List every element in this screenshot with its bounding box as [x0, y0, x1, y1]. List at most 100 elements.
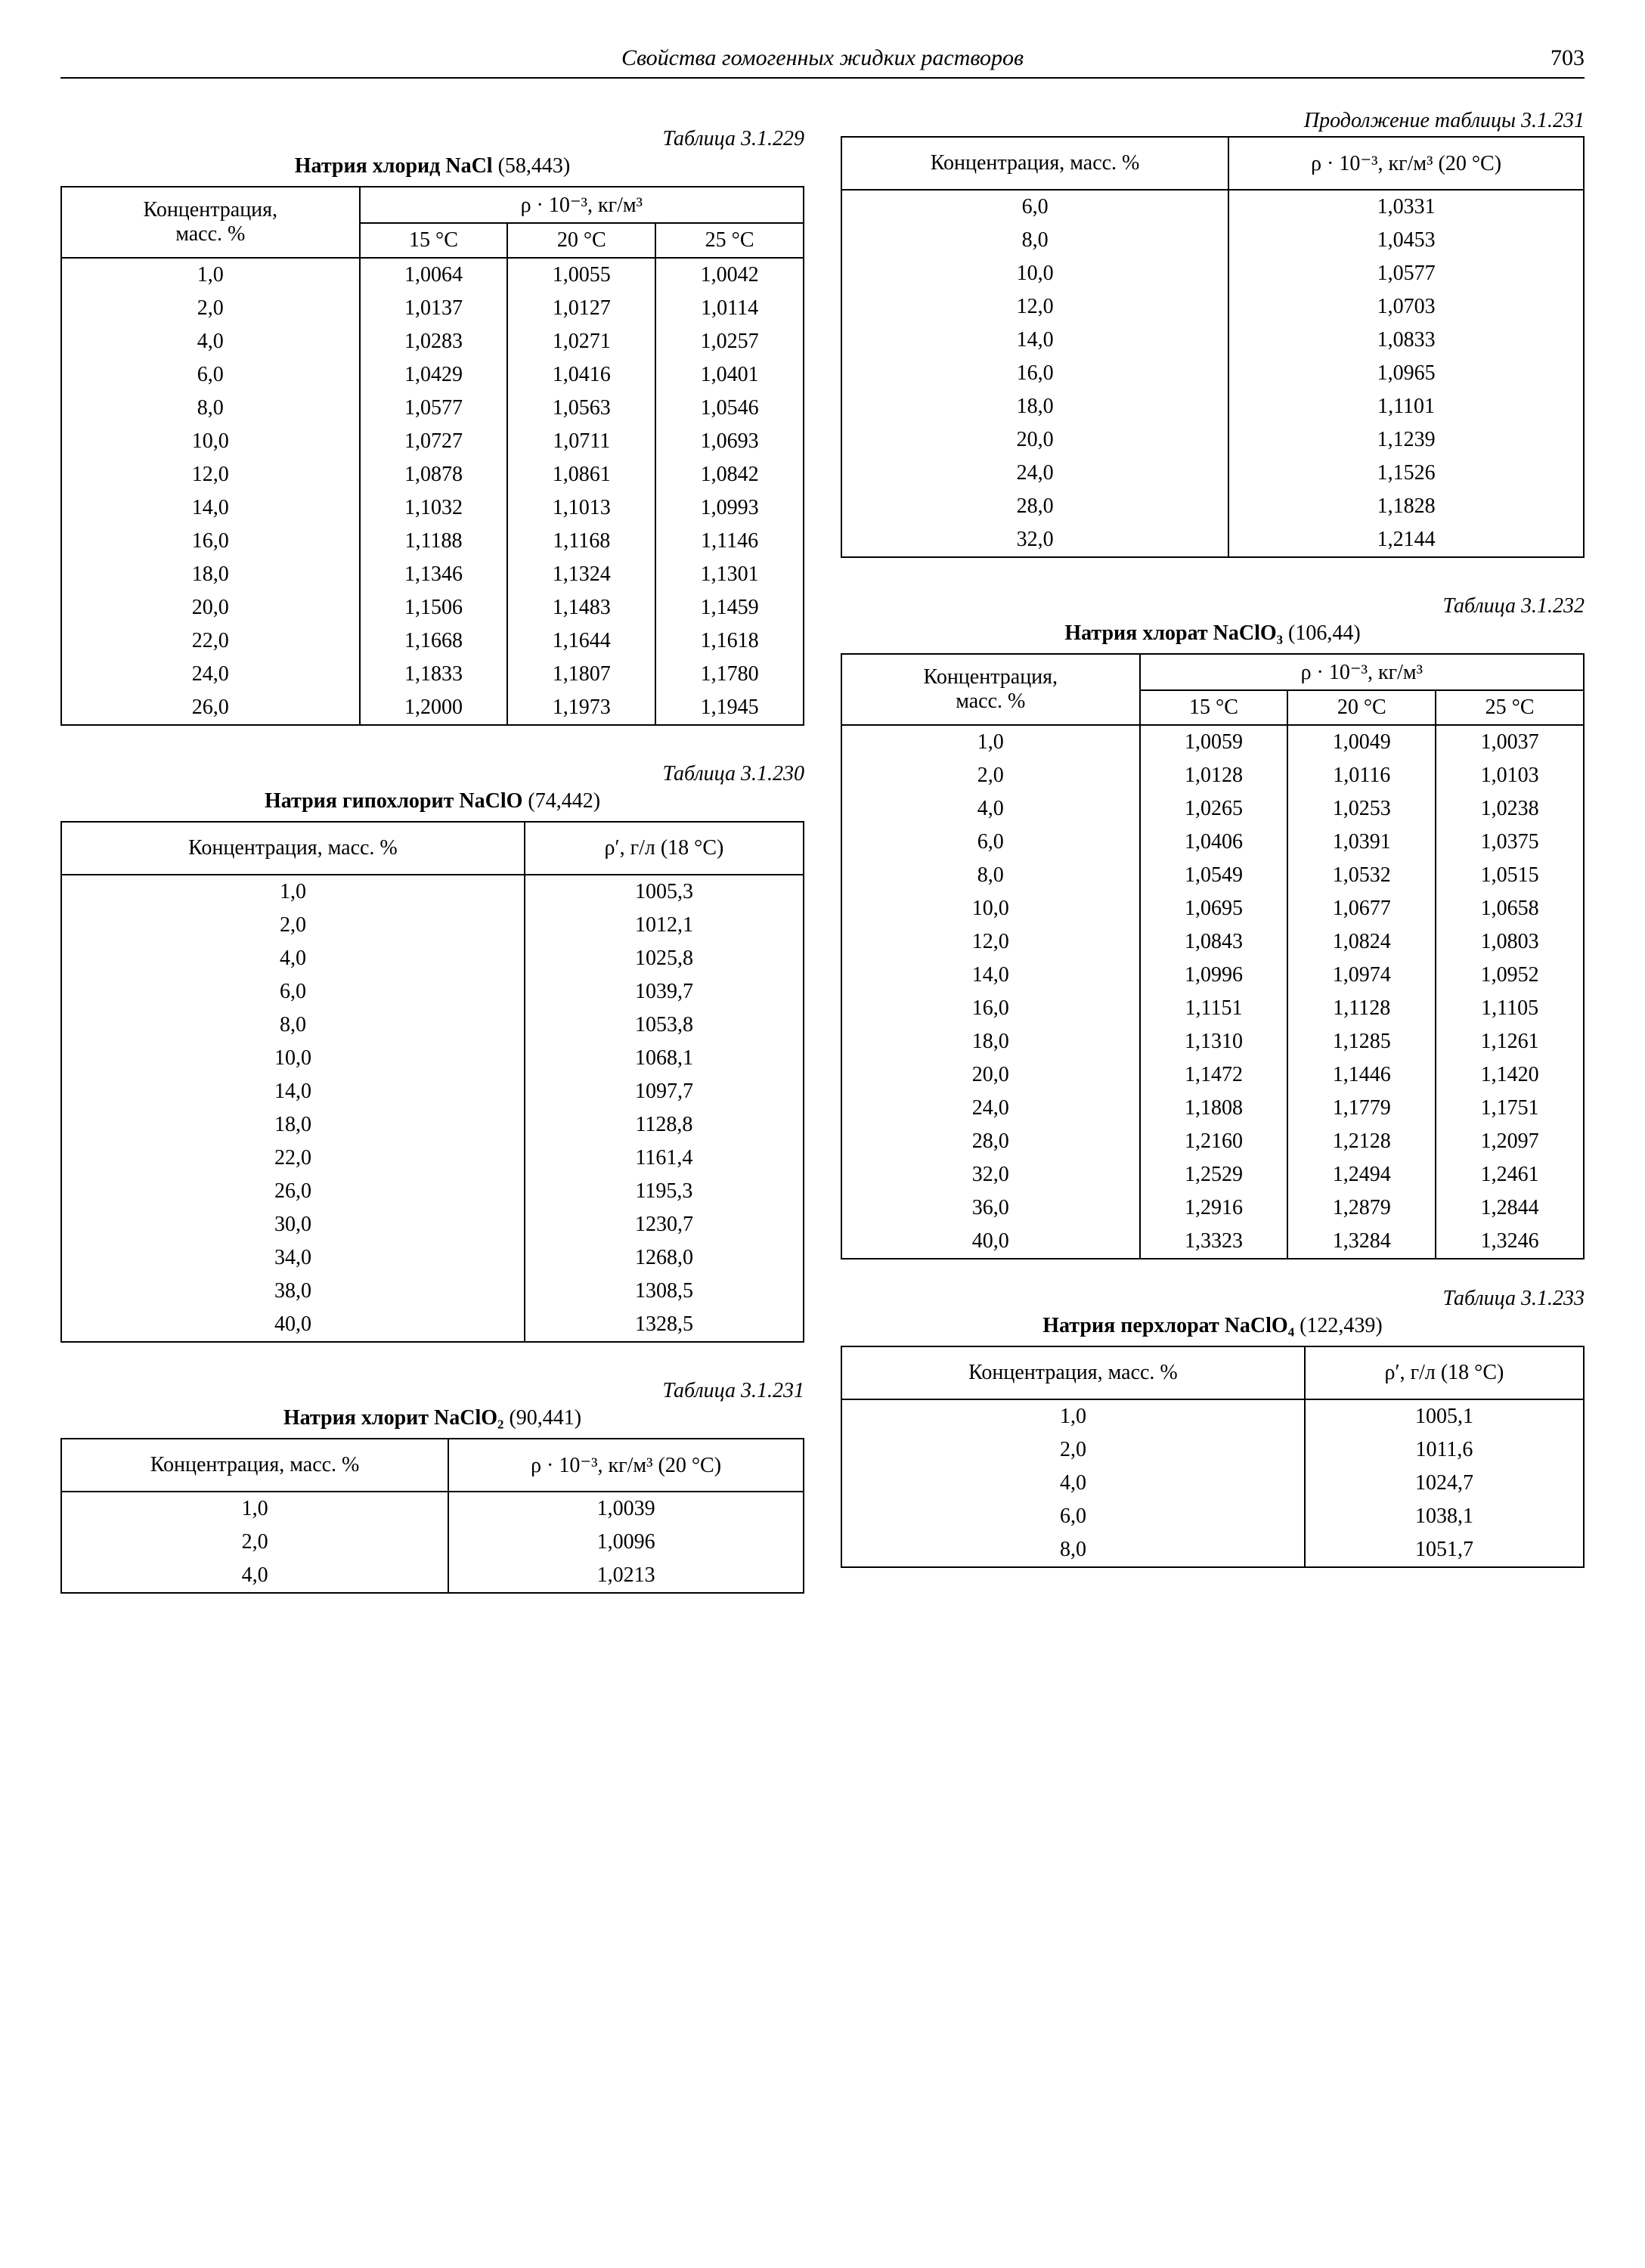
- table-cell: 1,0128: [1140, 759, 1288, 792]
- table-row: 10,01,06951,06771,0658: [841, 892, 1584, 925]
- table-232-body: 1,01,00591,00491,00372,01,01281,01161,01…: [841, 725, 1584, 1259]
- table-cell: 36,0: [841, 1191, 1140, 1225]
- table-cell: 1,1101: [1228, 390, 1584, 423]
- table-cell: 1268,0: [525, 1241, 804, 1275]
- table-cell: 1,0416: [507, 358, 655, 392]
- table-cell: 1,0532: [1287, 859, 1436, 892]
- table-row: 1,01,00591,00491,0037: [841, 725, 1584, 759]
- table-row: 16,01,11881,11681,1146: [61, 525, 804, 558]
- table-cell: 1,0515: [1436, 859, 1584, 892]
- col-header-temp: 25 °C: [655, 223, 804, 258]
- table-cell: 1,2097: [1436, 1125, 1584, 1158]
- table-cell: 18,0: [841, 1025, 1140, 1058]
- table-cell: 1,1151: [1140, 992, 1288, 1025]
- col-header-temp: 15 °C: [1140, 690, 1288, 725]
- table-cell: 32,0: [841, 523, 1228, 557]
- table-cell: 24,0: [61, 658, 360, 691]
- table-cell: 14,0: [61, 491, 360, 525]
- table-cell: 28,0: [841, 490, 1228, 523]
- table-row: 14,01097,7: [61, 1075, 804, 1108]
- table-cell: 1,0: [61, 1492, 448, 1526]
- table-row: 4,01025,8: [61, 942, 804, 975]
- col-header-temp: 25 °C: [1436, 690, 1584, 725]
- table-cell: 1,0114: [655, 292, 804, 325]
- table-cell: 1,0103: [1436, 759, 1584, 792]
- table-cell: 1,0137: [360, 292, 508, 325]
- col-header-conc: Концентрация, масс. %: [61, 1439, 448, 1492]
- table-cell: 1,1188: [360, 525, 508, 558]
- table-row: 14,01,10321,10131,0993: [61, 491, 804, 525]
- table-cell: 1,3246: [1436, 1225, 1584, 1259]
- table-cell: 1,1668: [360, 624, 508, 658]
- table-cell: 18,0: [61, 1108, 525, 1142]
- table-row: 26,01,20001,19731,1945: [61, 691, 804, 725]
- table-cell: 1,0727: [360, 425, 508, 458]
- table-cell: 1,0265: [1140, 792, 1288, 826]
- table-cell: 1,1618: [655, 624, 804, 658]
- table-cell: 4,0: [61, 942, 525, 975]
- table-cell: 1,0: [61, 875, 525, 909]
- running-title: Свойства гомогенных жидких растворов: [121, 45, 1524, 71]
- table-cell: 1,0406: [1140, 826, 1288, 859]
- table-cell: 1308,5: [525, 1275, 804, 1308]
- col-header-dens: ρ′, г/л (18 °C): [1305, 1346, 1584, 1399]
- table-cell: 1,1644: [507, 624, 655, 658]
- col-header-dens: ρ · 10⁻³, кг/м³: [360, 187, 804, 223]
- table-cell: 1,1310: [1140, 1025, 1288, 1058]
- table-cell: 1,0429: [360, 358, 508, 392]
- table-cell: 1,2128: [1287, 1125, 1436, 1158]
- table-row: 20,01,15061,14831,1459: [61, 591, 804, 624]
- table-232-title-rest: (106,44): [1283, 621, 1361, 645]
- table-cell: 22,0: [61, 1142, 525, 1175]
- table-cell: 1005,3: [525, 875, 804, 909]
- table-cell: 1,0577: [360, 392, 508, 425]
- table-row: 28,01,1828: [841, 490, 1584, 523]
- table-row: 20,01,1239: [841, 423, 1584, 457]
- table-232-title-bold: Натрия хлорат NaClO₃: [1064, 621, 1283, 645]
- table-cell: 1,3323: [1140, 1225, 1288, 1259]
- table-row: 16,01,0965: [841, 357, 1584, 390]
- table-cell: 1,0064: [360, 258, 508, 292]
- table-cell: 1038,1: [1305, 1500, 1584, 1533]
- table-row: 32,01,25291,24941,2461: [841, 1158, 1584, 1191]
- table-row: 40,01328,5: [61, 1308, 804, 1342]
- table-cell: 1,1346: [360, 558, 508, 591]
- table-cell: 1,1506: [360, 591, 508, 624]
- table-cell: 1,0824: [1287, 925, 1436, 959]
- table-cell: 1,1973: [507, 691, 655, 725]
- table-cell: 30,0: [61, 1208, 525, 1241]
- table-cell: 1,0271: [507, 325, 655, 358]
- table-cell: 4,0: [61, 325, 360, 358]
- table-cell: 1,0965: [1228, 357, 1584, 390]
- table-cell: 1,1780: [655, 658, 804, 691]
- table-cell: 1161,4: [525, 1142, 804, 1175]
- table-cell: 1,0703: [1228, 290, 1584, 324]
- table-cell: 1,0283: [360, 325, 508, 358]
- table-row: 26,01195,3: [61, 1175, 804, 1208]
- table-cell: 16,0: [841, 357, 1228, 390]
- table-cell: 1,0658: [1436, 892, 1584, 925]
- table-row: 2,01,0096: [61, 1526, 804, 1559]
- table-row: 18,01,1101: [841, 390, 1584, 423]
- table-cell: 14,0: [61, 1075, 525, 1108]
- table-cell: 12,0: [841, 290, 1228, 324]
- table-cell: 1039,7: [525, 975, 804, 1009]
- table-cell: 1,1168: [507, 525, 655, 558]
- col-header-dens: ρ′, г/л (18 °C): [525, 822, 804, 875]
- table-cell: 16,0: [61, 525, 360, 558]
- table-cell: 1,2144: [1228, 523, 1584, 557]
- table-cell: 1,1808: [1140, 1092, 1288, 1125]
- table-cell: 1,0238: [1436, 792, 1584, 826]
- table-row: 8,01,05491,05321,0515: [841, 859, 1584, 892]
- table-cell: 1,0: [841, 1399, 1305, 1433]
- table-232-label: Таблица 3.1.232: [841, 594, 1585, 618]
- table-cell: 1,0842: [655, 458, 804, 491]
- table-row: 2,01012,1: [61, 909, 804, 942]
- table-230-title-bold: Натрия гипохлорит NaClO: [265, 789, 522, 813]
- table-row: 34,01268,0: [61, 1241, 804, 1275]
- table-cell: 18,0: [841, 390, 1228, 423]
- table-row: 6,01,04291,04161,0401: [61, 358, 804, 392]
- table-cell: 4,0: [841, 792, 1140, 826]
- col-header-temp: 15 °C: [360, 223, 508, 258]
- table-row: 18,01,13101,12851,1261: [841, 1025, 1584, 1058]
